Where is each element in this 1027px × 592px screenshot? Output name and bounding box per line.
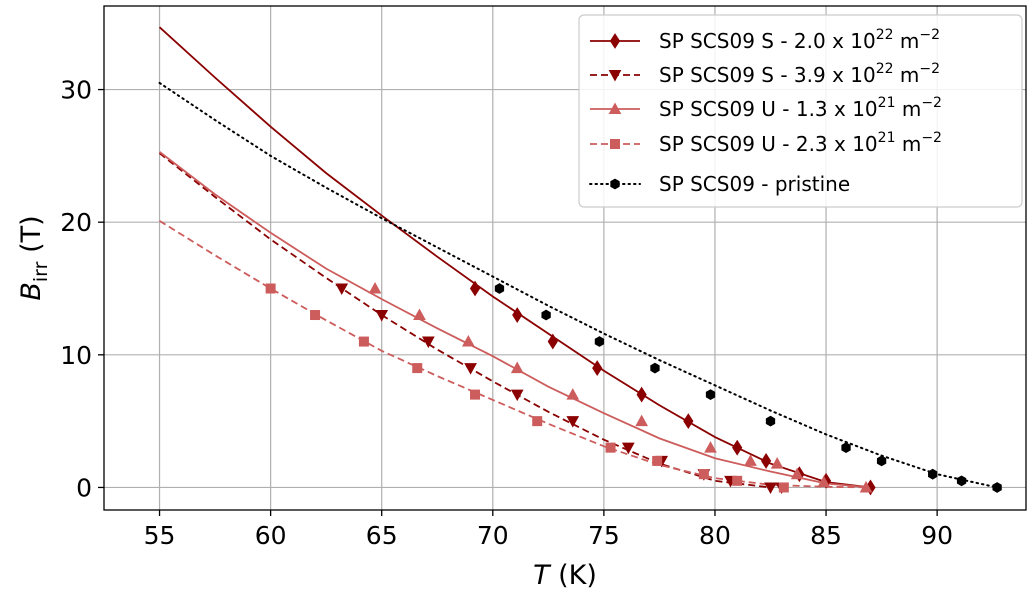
series-3-point bbox=[635, 414, 648, 427]
series-4-point bbox=[532, 416, 543, 427]
series-5-point bbox=[992, 482, 1002, 493]
x-tick-label: 70 bbox=[477, 521, 509, 550]
series-5-point bbox=[650, 362, 660, 374]
series-3-point bbox=[704, 441, 717, 453]
axis-ticks: 55 60 65 70 75 80 85 90 0 10 20 30 bbox=[60, 76, 953, 550]
series-5-point bbox=[765, 415, 776, 427]
series-3-point bbox=[368, 281, 382, 294]
legend-box bbox=[578, 14, 1023, 208]
x-tick-label: 55 bbox=[144, 521, 176, 550]
x-tick-label: 85 bbox=[810, 521, 842, 550]
series-4-point bbox=[310, 310, 321, 321]
series-1-point bbox=[760, 453, 772, 469]
series-4-point bbox=[265, 283, 276, 294]
series-line-4 bbox=[159, 220, 871, 489]
series-1-point bbox=[469, 280, 481, 297]
x-axis-label: T (K) bbox=[533, 560, 597, 591]
series-2-point bbox=[764, 482, 777, 494]
y-tick-label: 20 bbox=[60, 208, 92, 237]
x-tick-label: 90 bbox=[921, 521, 953, 550]
series-4-point bbox=[470, 389, 481, 400]
y-tick-label: 30 bbox=[60, 76, 92, 105]
series-1-point bbox=[636, 386, 647, 403]
series-2-point bbox=[464, 363, 477, 375]
legend: SP SCS09 S - 2.0 x 1022 m−2 SP SCS09 S - … bbox=[578, 14, 1023, 208]
series-2-point bbox=[335, 283, 349, 296]
y-axis-label: Birr (T) bbox=[16, 215, 52, 300]
series-3-point bbox=[770, 457, 784, 469]
series-1-point bbox=[592, 360, 603, 377]
series-5-point bbox=[956, 475, 967, 487]
series-5-point bbox=[841, 442, 851, 454]
series-markers bbox=[265, 280, 1002, 496]
legend-label-4: SP SCS09 U - 2.3 x 1021 m−2 bbox=[659, 130, 942, 156]
series-5-point bbox=[594, 336, 605, 347]
series-5-point bbox=[541, 309, 551, 321]
series-5-point bbox=[705, 389, 716, 400]
legend-label-5: SP SCS09 - pristine bbox=[659, 172, 850, 196]
series-3-point bbox=[413, 308, 426, 321]
series-2-point bbox=[375, 310, 389, 322]
legend-swatch-marker bbox=[608, 70, 622, 82]
series-4-point bbox=[778, 482, 789, 493]
series-3-point bbox=[566, 388, 580, 400]
series-1-point bbox=[732, 439, 743, 456]
y-tick-label: 10 bbox=[60, 341, 92, 370]
series-1-point bbox=[512, 307, 523, 323]
series-4-point bbox=[652, 455, 663, 466]
series-5-point bbox=[928, 468, 938, 480]
x-tick-label: 65 bbox=[366, 521, 398, 550]
series-4-point bbox=[358, 336, 369, 347]
x-tick-label: 80 bbox=[699, 521, 731, 550]
series-4-point bbox=[412, 363, 423, 374]
series-2-point bbox=[566, 416, 580, 428]
series-2-point bbox=[422, 336, 435, 349]
y-tick-label: 0 bbox=[76, 473, 92, 502]
series-5-point bbox=[494, 283, 505, 294]
legend-label-2: SP SCS09 S - 3.9 x 1022 m−2 bbox=[659, 61, 940, 87]
x-tick-label: 75 bbox=[588, 521, 620, 550]
legend-swatch-marker bbox=[610, 139, 620, 149]
series-5-point bbox=[876, 455, 887, 467]
series-3-point bbox=[790, 467, 804, 480]
series-3-point bbox=[817, 475, 831, 488]
series-2-point bbox=[621, 442, 635, 455]
series-1-point bbox=[547, 333, 558, 350]
plot-frame bbox=[103, 5, 1027, 511]
series-3-point bbox=[462, 335, 475, 347]
legend-label-3: SP SCS09 U - 1.3 x 1021 m−2 bbox=[659, 95, 942, 121]
series-1-point bbox=[683, 413, 694, 430]
series-3-point bbox=[744, 454, 757, 466]
series-4-point bbox=[732, 475, 743, 486]
series-3-point bbox=[859, 480, 873, 493]
series-4-point bbox=[698, 469, 709, 480]
legend-swatch-marker bbox=[608, 102, 622, 114]
series-3-point bbox=[510, 361, 524, 374]
legend-swatch-marker bbox=[610, 178, 620, 190]
legend-swatch-marker bbox=[609, 33, 621, 49]
series-2-point bbox=[510, 389, 524, 402]
x-tick-label: 60 bbox=[255, 521, 287, 550]
series-4-point bbox=[605, 442, 616, 453]
legend-label-1: SP SCS09 S - 2.0 x 1022 m−2 bbox=[659, 27, 940, 53]
series-line-5 bbox=[158, 81, 999, 489]
